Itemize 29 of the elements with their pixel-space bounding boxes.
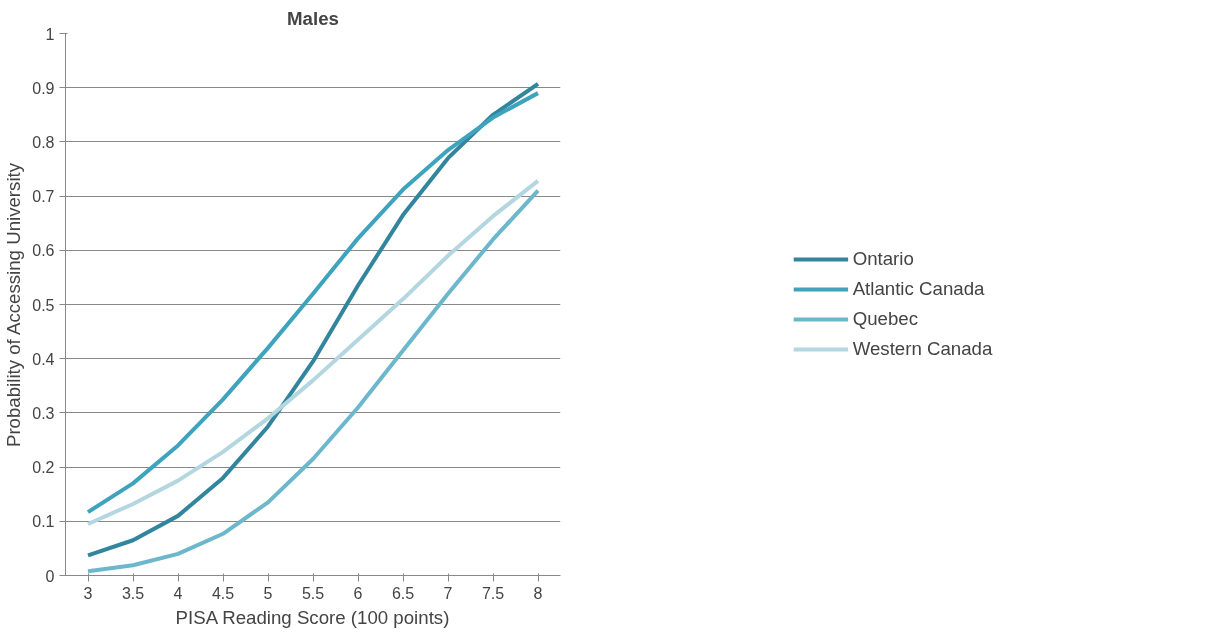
- y-tick-label: 0: [45, 567, 55, 585]
- x-tick-label: 4: [173, 584, 183, 602]
- y-tick-label: 0.8: [32, 133, 55, 151]
- x-axis-title: PISA Reading Score (100 points): [175, 606, 450, 628]
- x-tick-label: 6.5: [391, 584, 415, 602]
- y-tick-label: 0.7: [32, 188, 55, 206]
- legend-label: Ontario: [852, 248, 914, 270]
- y-tick-label: 1: [45, 25, 55, 43]
- y-tick-label: 0.2: [32, 459, 55, 477]
- chart-title: Males: [287, 7, 339, 29]
- x-tick-label: 6: [353, 584, 363, 602]
- y-axis-title: Probability of Accessing University: [3, 162, 25, 448]
- x-tick-label: 5.5: [301, 584, 325, 602]
- y-tick-label: 0.4: [32, 350, 55, 368]
- y-tick-label: 0.5: [32, 296, 55, 314]
- x-tick-label: 8: [533, 584, 543, 602]
- x-tick-label: 4.5: [211, 584, 235, 602]
- legend-label: Quebec: [852, 308, 919, 330]
- x-tick-label: 5: [263, 584, 273, 602]
- y-tick-label: 0.6: [32, 242, 55, 260]
- legend-label: Western Canada: [852, 338, 993, 360]
- y-tick-label: 0.3: [32, 404, 55, 422]
- x-tick-label: 3: [83, 584, 93, 602]
- x-tick-label: 7.5: [481, 584, 505, 602]
- x-tick-label: 7: [443, 584, 453, 602]
- y-tick-label: 0.9: [32, 79, 55, 97]
- x-tick-label: 3.5: [121, 584, 145, 602]
- y-tick-label: 0.1: [32, 513, 55, 531]
- legend-label: Atlantic Canada: [852, 278, 985, 300]
